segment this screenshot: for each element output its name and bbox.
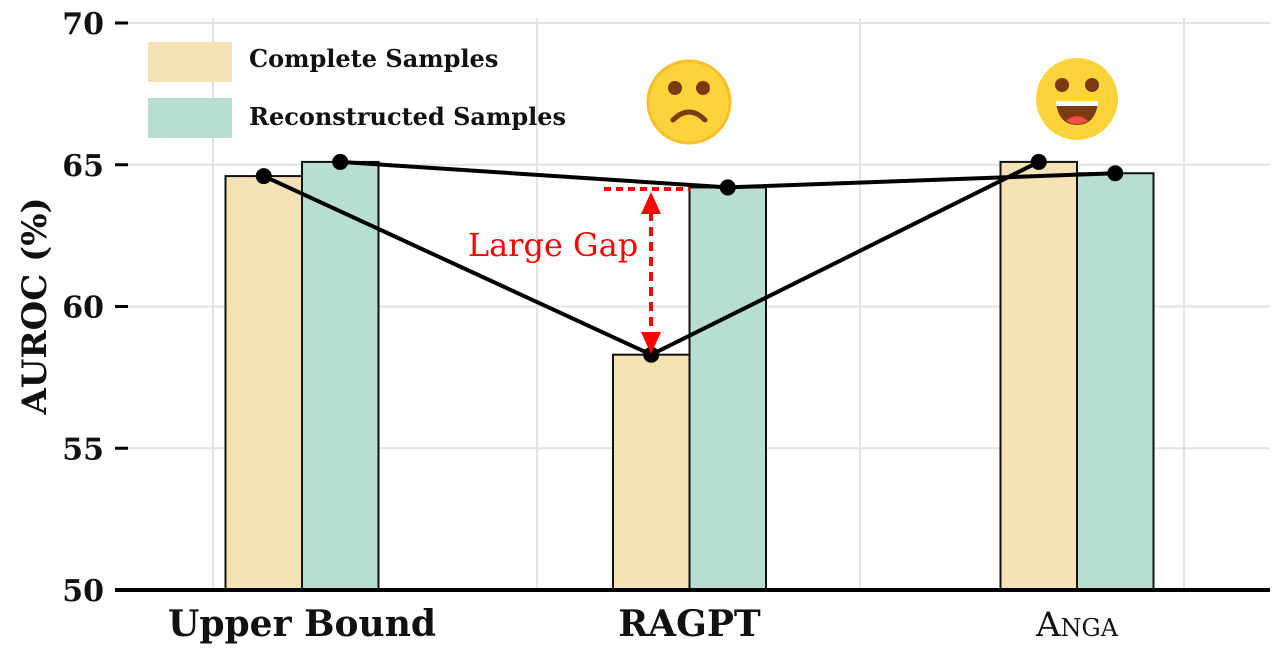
point-reconstructed-0 <box>332 153 349 170</box>
point-reconstructed-2 <box>1107 165 1124 182</box>
y-tick-label: 55 <box>62 432 104 467</box>
point-complete-0 <box>255 168 272 185</box>
x-tick-label: RAGPT <box>618 603 761 645</box>
bar-reconstructed-2 <box>1076 172 1155 591</box>
bar-reconstructed-1 <box>688 186 767 591</box>
y-tick-label: 60 <box>62 291 104 326</box>
point-complete-1 <box>643 346 660 363</box>
legend-label-reconstructed: Reconstructed Samples <box>249 102 566 131</box>
x-tick-label: Upper Bound <box>168 603 436 645</box>
legend-swatch-reconstructed <box>148 98 232 138</box>
point-complete-2 <box>1030 153 1047 170</box>
axes: 50 55 60 65 70 Upper Bound RAGPT Anga <box>62 7 1270 645</box>
x-tick-label: Anga <box>1035 605 1119 645</box>
annotation-large-gap: Large Gap <box>468 187 690 354</box>
bar-complete-0 <box>224 175 303 591</box>
legend-label-complete: Complete Samples <box>249 44 498 73</box>
bars <box>224 160 1155 591</box>
legend-swatch-complete <box>148 42 232 82</box>
gap-arrow-head-down <box>641 332 661 354</box>
y-tick-label: 70 <box>62 7 104 42</box>
legend: Complete Samples Reconstructed Samples <box>148 42 566 138</box>
bar-complete-2 <box>999 160 1078 591</box>
annotation-text: Large Gap <box>468 226 638 264</box>
bar-reconstructed-0 <box>301 160 380 591</box>
series-lines <box>255 153 1124 363</box>
y-axis-label: AUROC (%) <box>15 197 55 415</box>
grinning-face-icon <box>1036 58 1118 140</box>
y-tick-label: 65 <box>62 149 104 184</box>
point-reconstructed-1 <box>719 179 736 196</box>
y-tick-label: 50 <box>62 574 104 609</box>
gap-arrow-head-up <box>641 192 661 214</box>
bar-complete-1 <box>612 353 691 591</box>
frowning-face-icon <box>646 59 732 145</box>
